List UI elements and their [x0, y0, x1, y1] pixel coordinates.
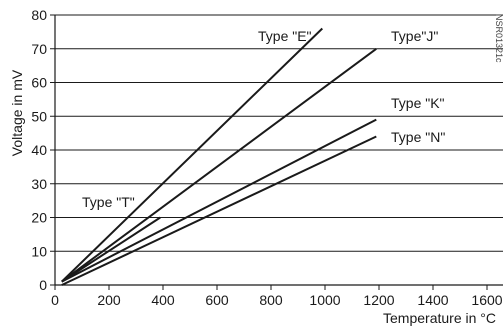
y-tick-label-0: 0	[39, 277, 47, 293]
series-line-type-k	[61, 118, 377, 283]
y-tick-label-30: 30	[31, 176, 47, 192]
x-tick-label-400: 400	[151, 292, 175, 308]
y-tick-label-10: 10	[31, 243, 47, 259]
series-line-type-j	[61, 47, 377, 283]
series-line-type-e	[61, 27, 323, 283]
x-tick-label-800: 800	[259, 292, 283, 308]
series-label-type-j: Type"J"	[391, 28, 438, 44]
series-label-type-t: Type "T"	[82, 194, 135, 210]
series-label-type-k: Type "K"	[391, 95, 445, 111]
x-tick-label-200: 200	[97, 292, 121, 308]
axes-layer	[50, 14, 503, 290]
y-tick-label-80: 80	[31, 7, 47, 23]
x-tick-label-1400: 1400	[417, 292, 448, 308]
y-axis-label: Voltage in mV	[9, 69, 25, 156]
series-line-type-n	[61, 135, 377, 286]
series-layer	[61, 27, 377, 286]
y-tick-label-50: 50	[31, 108, 47, 124]
x-tick-label-0: 0	[51, 292, 59, 308]
x-axis-label: Temperature in °C	[383, 310, 496, 326]
x-tick-label-1200: 1200	[363, 292, 394, 308]
y-tick-label-60: 60	[31, 75, 47, 91]
x-tick-label-1000: 1000	[309, 292, 340, 308]
y-tick-label-70: 70	[31, 41, 47, 57]
y-tick-label-40: 40	[31, 142, 47, 158]
x-tick-label-1600: 1600	[471, 292, 502, 308]
grid-layer	[55, 14, 503, 252]
series-line-type-t	[61, 216, 161, 283]
series-label-type-e: Type "E"	[258, 28, 312, 44]
y-tick-label-20: 20	[31, 210, 47, 226]
series-label-type-n: Type "N"	[391, 129, 445, 145]
x-tick-label-600: 600	[205, 292, 229, 308]
figure-code-annotation: NSR01321c	[494, 14, 503, 63]
